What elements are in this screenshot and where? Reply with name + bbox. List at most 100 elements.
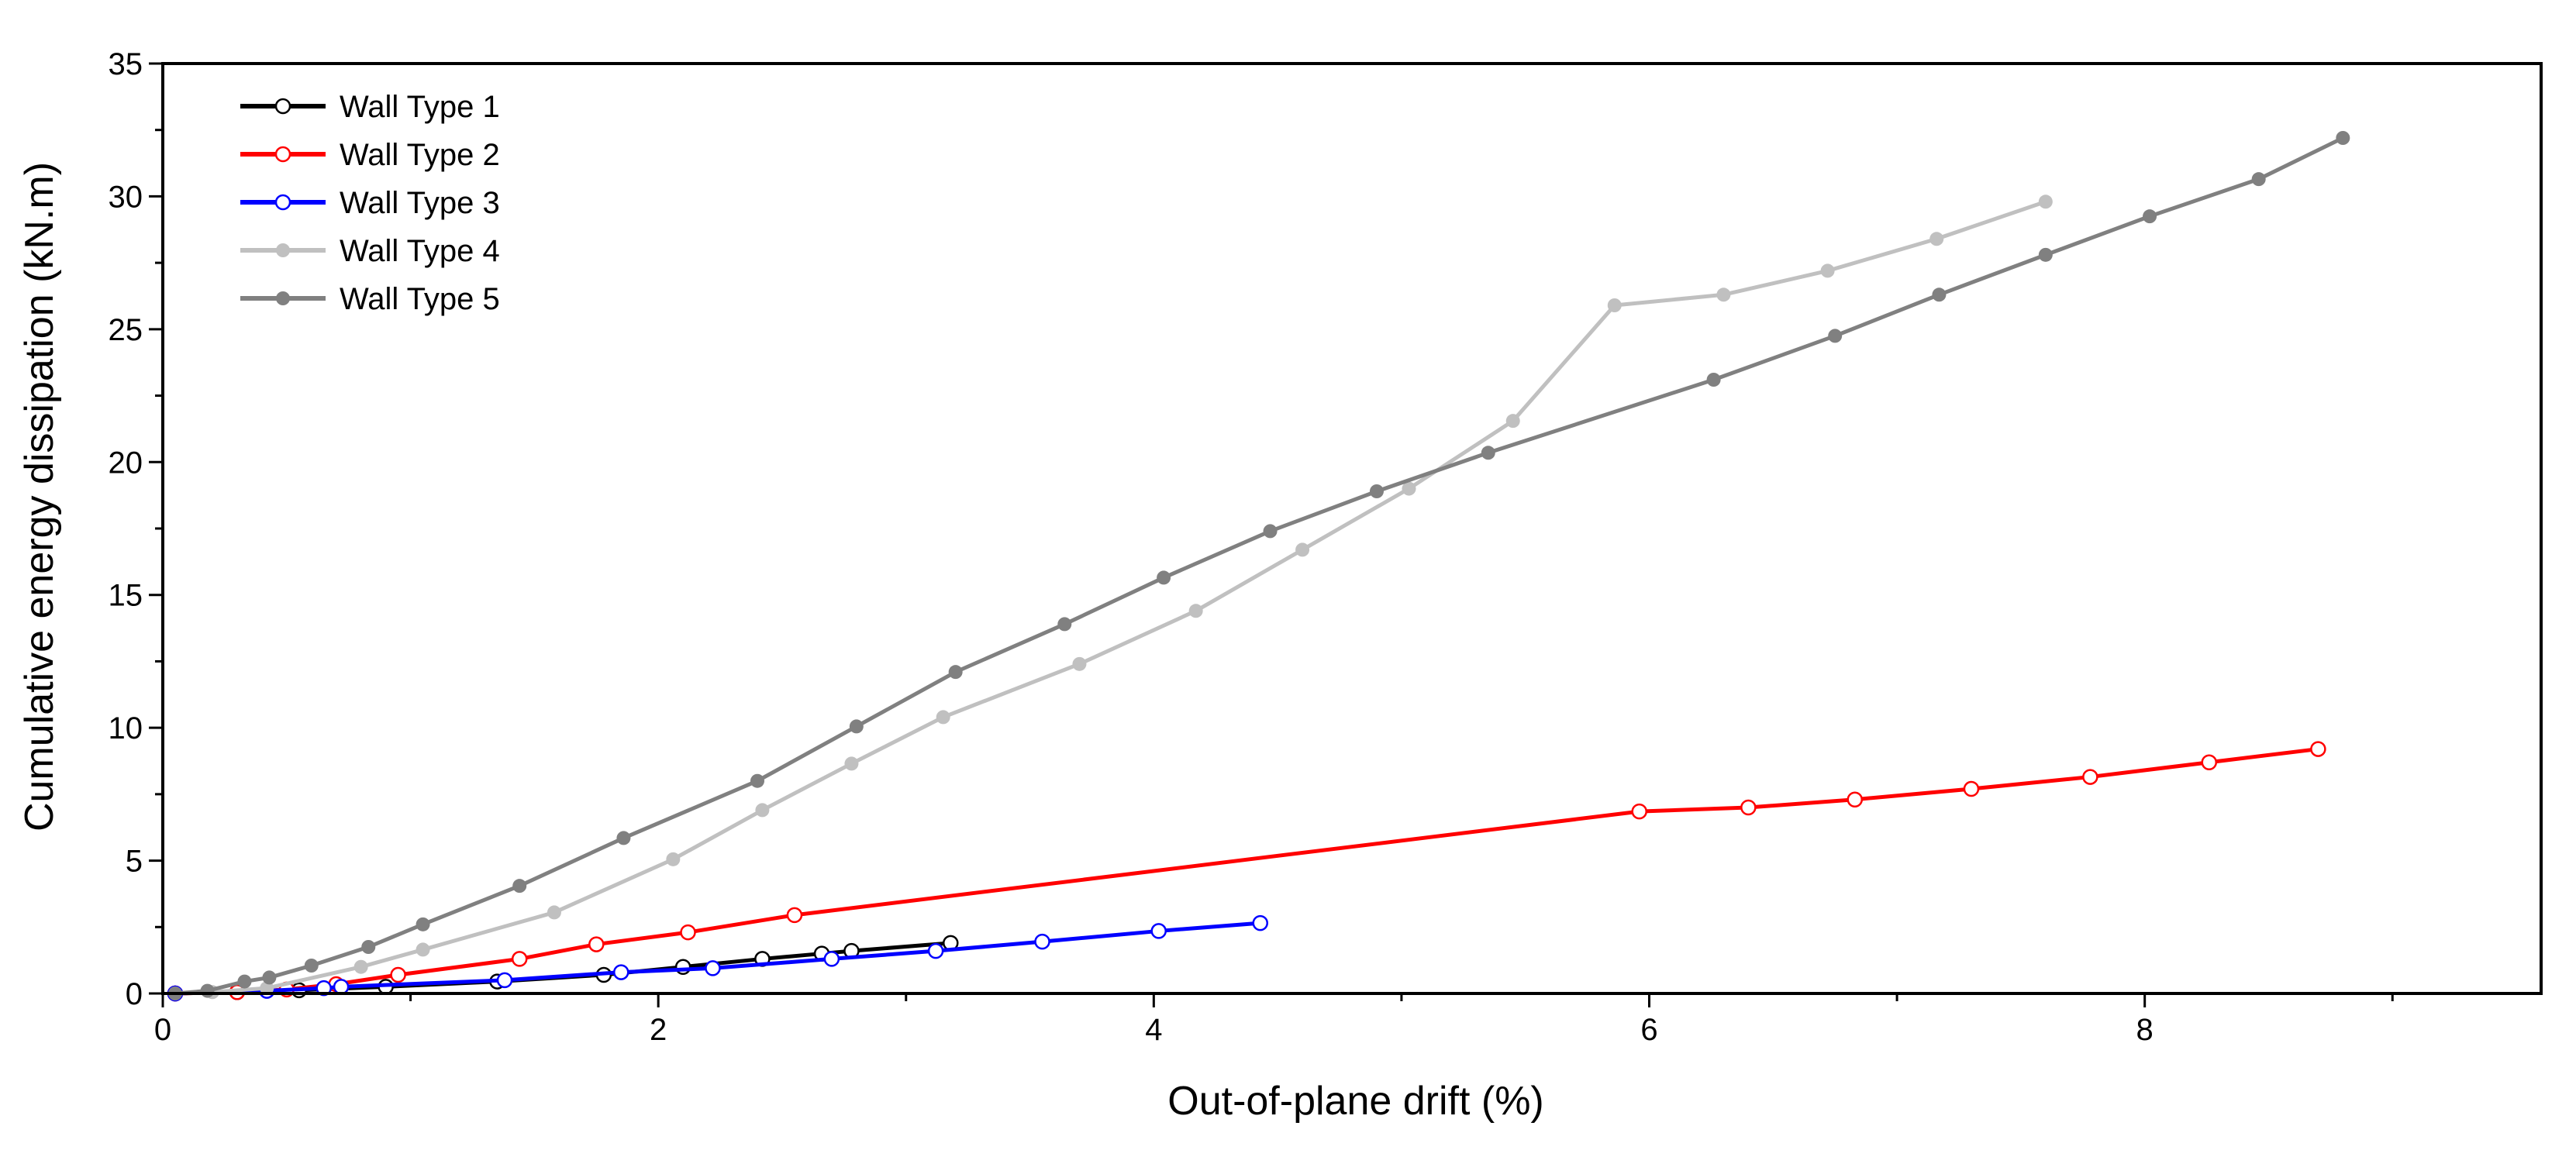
x-tick-label: 2 bbox=[650, 1013, 667, 1047]
series-line bbox=[174, 136, 2344, 996]
legend-label: Wall Type 5 bbox=[340, 282, 500, 316]
x-axis-title: Out-of-plane drift (%) bbox=[1167, 1079, 1544, 1124]
data-point bbox=[1607, 298, 1622, 312]
x-tick-label: 4 bbox=[1145, 1013, 1162, 1047]
y-tick-label: 15 bbox=[109, 579, 143, 613]
data-point bbox=[1505, 414, 1520, 429]
data-point bbox=[666, 852, 681, 866]
data-point bbox=[1263, 524, 1278, 539]
legend-label: Wall Type 4 bbox=[340, 234, 500, 268]
data-point bbox=[844, 756, 859, 771]
data-point bbox=[1847, 791, 1864, 807]
legend-label: Wall Type 3 bbox=[340, 186, 500, 220]
data-point bbox=[927, 942, 944, 959]
data-point bbox=[680, 924, 696, 941]
data-point bbox=[948, 665, 963, 680]
legend-item: Wall Type 4 bbox=[240, 234, 500, 268]
legend-marker bbox=[274, 194, 291, 211]
data-point bbox=[237, 974, 252, 989]
axis-ticks: 0 2 4 6 8 0 5 10 15 20 25 30 35 bbox=[109, 47, 2394, 1047]
x-tick-label: 8 bbox=[2136, 1013, 2154, 1047]
data-point bbox=[616, 831, 631, 845]
series-line bbox=[174, 199, 2047, 996]
y-tick-label: 20 bbox=[109, 446, 143, 480]
data-point bbox=[200, 983, 215, 998]
data-point bbox=[1034, 933, 1050, 950]
legend: Wall Type 1 Wall Type 2 Wall Type 3 Wall Ty… bbox=[240, 90, 500, 316]
legend-label: Wall Type 2 bbox=[340, 138, 500, 172]
data-point bbox=[416, 942, 430, 957]
data-point bbox=[612, 964, 629, 980]
data-point bbox=[511, 951, 528, 967]
data-point bbox=[1402, 481, 1416, 496]
data-point bbox=[1057, 617, 1072, 632]
data-point bbox=[755, 803, 770, 818]
data-point bbox=[849, 719, 864, 734]
data-point bbox=[2201, 754, 2218, 770]
legend-label: Wall Type 1 bbox=[340, 90, 500, 124]
data-point bbox=[1295, 542, 1310, 557]
data-point bbox=[1932, 288, 1947, 302]
data-point bbox=[750, 773, 764, 788]
data-point bbox=[2038, 195, 2053, 209]
plot-frame bbox=[161, 62, 2543, 995]
legend-item: Wall Type 2 bbox=[240, 138, 500, 172]
data-point bbox=[2038, 247, 2053, 262]
data-point bbox=[1188, 604, 1203, 618]
series-line bbox=[174, 747, 2319, 996]
data-point bbox=[588, 936, 605, 952]
data-point bbox=[2251, 172, 2266, 187]
y-tick-label: 35 bbox=[109, 47, 143, 81]
y-tick-label: 30 bbox=[109, 180, 143, 214]
data-point bbox=[1820, 263, 1835, 278]
data-point bbox=[1929, 232, 1944, 246]
x-tick-label: 6 bbox=[1640, 1013, 1657, 1047]
plot-series bbox=[167, 131, 2350, 1002]
data-point bbox=[936, 710, 950, 725]
x-tick-label: 0 bbox=[154, 1013, 171, 1047]
data-point bbox=[1740, 799, 1757, 816]
series-line bbox=[174, 921, 1260, 996]
data-point bbox=[353, 959, 368, 974]
data-point bbox=[1369, 484, 1384, 498]
y-tick-label: 10 bbox=[109, 711, 143, 745]
data-point bbox=[823, 951, 840, 967]
data-point bbox=[705, 960, 721, 976]
data-point bbox=[2310, 741, 2326, 757]
data-point bbox=[496, 972, 513, 989]
y-tick-label: 0 bbox=[126, 977, 143, 1011]
data-point bbox=[333, 979, 350, 995]
data-point bbox=[260, 981, 274, 996]
y-tick-label: 25 bbox=[109, 313, 143, 347]
data-point bbox=[512, 879, 527, 893]
legend-marker bbox=[276, 291, 290, 305]
data-point bbox=[2143, 209, 2157, 224]
data-point bbox=[1631, 803, 1647, 820]
data-point bbox=[1963, 780, 1980, 797]
legend-marker bbox=[274, 146, 291, 163]
data-point bbox=[2336, 131, 2350, 145]
data-point bbox=[390, 966, 406, 983]
data-point bbox=[547, 905, 561, 920]
series-wall-type-5 bbox=[167, 131, 2350, 1000]
series-wall-type-2 bbox=[167, 741, 2326, 1002]
data-point bbox=[316, 980, 332, 997]
data-point bbox=[1706, 373, 1721, 387]
data-point bbox=[1828, 329, 1843, 343]
data-point bbox=[262, 970, 277, 985]
legend-marker bbox=[276, 243, 290, 257]
y-tick-label: 5 bbox=[126, 845, 143, 879]
data-point bbox=[416, 917, 430, 931]
data-point bbox=[674, 959, 691, 975]
data-point bbox=[361, 940, 376, 954]
legend-item: Wall Type 3 bbox=[240, 186, 500, 220]
data-point bbox=[1157, 570, 1171, 585]
legend-item: Wall Type 5 bbox=[240, 282, 500, 316]
y-axis-title: Cumulative energy dissipation (kN.m) bbox=[17, 162, 62, 832]
data-point bbox=[1252, 914, 1269, 931]
data-point bbox=[1481, 446, 1495, 460]
data-point bbox=[786, 907, 803, 924]
data-point bbox=[1150, 923, 1167, 939]
data-point bbox=[1072, 656, 1087, 671]
